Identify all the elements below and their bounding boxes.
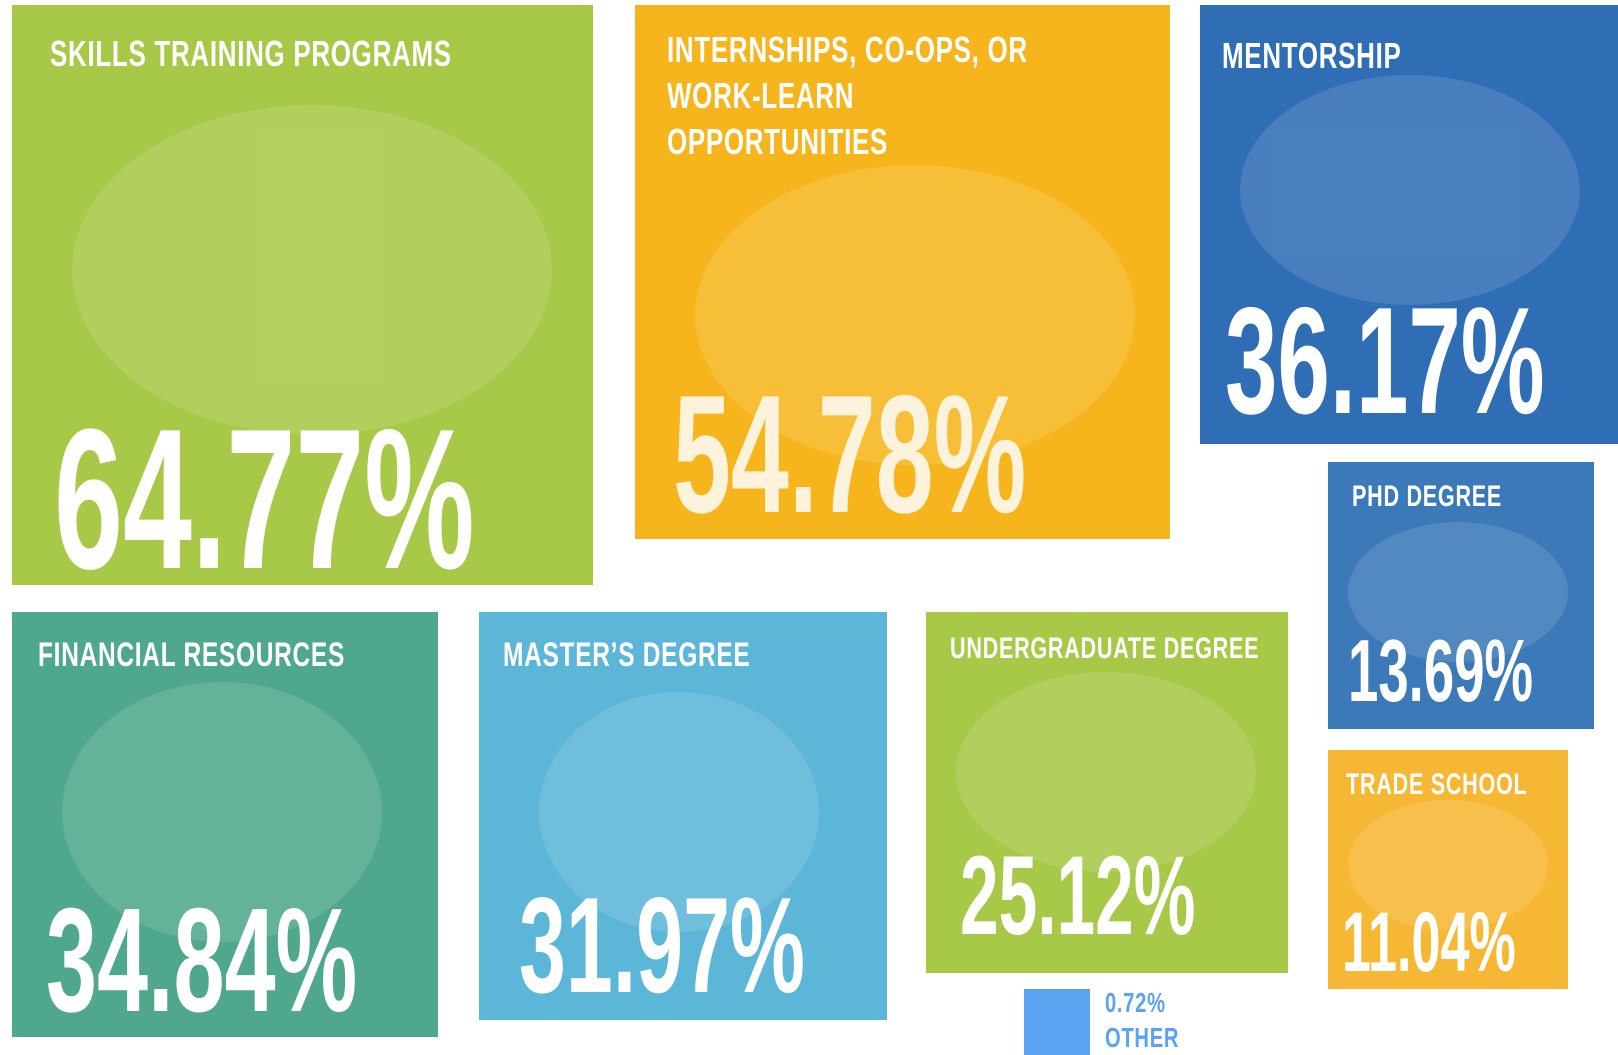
tile: PHD DEGREE 13.69% <box>1328 462 1594 729</box>
tile-title: INTERNSHIPS, CO-OPS, OR WORK-LEARN OPPOR… <box>667 29 1028 162</box>
tile-title: PHD DEGREE <box>1352 480 1503 513</box>
tile: MENTORSHIP 36.17% <box>1200 5 1618 444</box>
tile-value: 31.97% <box>519 869 805 1020</box>
tile: FINANCIAL RESOURCES 34.84% <box>12 612 438 1037</box>
illustration <box>1348 800 1548 930</box>
other-swatch <box>1024 989 1090 1055</box>
tile-title: UNDERGRADUATE DEGREE <box>950 632 1260 665</box>
tile-value: 13.69% <box>1348 621 1534 720</box>
tile-value: 64.77% <box>54 388 475 586</box>
tile: INTERNSHIPS, CO-OPS, OR WORK-LEARN OPPOR… <box>635 5 1170 539</box>
tile-title: FINANCIAL RESOURCES <box>38 636 346 674</box>
illustration <box>62 682 382 942</box>
other-title: OTHER <box>1105 1022 1180 1053</box>
tile: MASTER’S DEGREE 31.97% <box>479 612 887 1020</box>
tile-title: SKILLS TRAINING PROGRAMS <box>50 33 452 74</box>
tile-value: 25.12% <box>960 833 1196 958</box>
illustration <box>695 165 1135 465</box>
tile: UNDERGRADUATE DEGREE 25.12% <box>926 612 1288 973</box>
tile: TRADE SCHOOL 11.04% <box>1328 750 1568 989</box>
tile-value: 36.17% <box>1225 276 1545 444</box>
tile-value: 54.78% <box>673 360 1027 539</box>
illustration <box>956 672 1256 872</box>
illustration <box>1240 75 1580 305</box>
tile-title: TRADE SCHOOL <box>1346 768 1528 801</box>
other-value: 0.72% <box>1105 987 1166 1018</box>
illustration <box>1348 522 1568 662</box>
tile-title: MENTORSHIP <box>1222 35 1402 76</box>
illustration <box>72 105 552 435</box>
tile-value: 11.04% <box>1342 895 1516 989</box>
illustration <box>539 692 819 932</box>
tile: SKILLS TRAINING PROGRAMS 64.77% <box>12 5 593 585</box>
tile-title: MASTER’S DEGREE <box>503 636 751 674</box>
tile-value: 34.84% <box>46 878 358 1037</box>
